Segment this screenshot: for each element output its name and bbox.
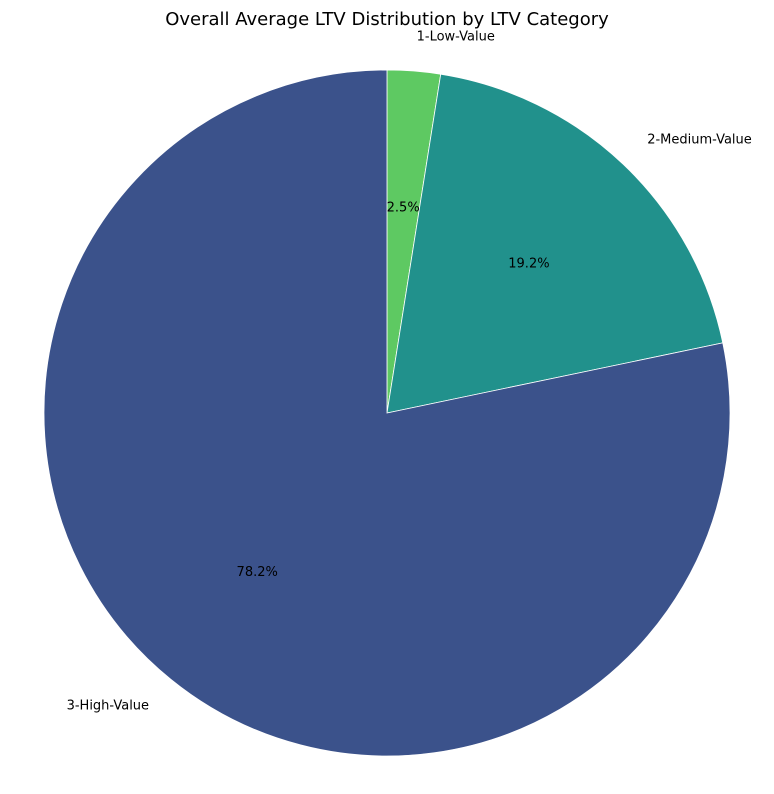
slice-percent-label: 78.2% — [237, 565, 278, 580]
pie-labels: 2.5% 1-Low-Value 19.2% 2-Medium-Value 78.2% 3… — [67, 29, 752, 713]
slice-category-label: 2-Medium-Value — [647, 132, 752, 147]
pie-slice-3 — [43, 69, 731, 757]
slice-percent-label: 19.2% — [508, 256, 549, 271]
chart-title: Overall Average LTV Distribution by LTV … — [165, 9, 609, 30]
pie-slice-2 — [386, 73, 724, 414]
slice-percent-label: 2.5% — [387, 200, 420, 215]
pie-slices — [43, 69, 731, 757]
slice-category-label: 1-Low-Value — [417, 29, 495, 44]
slice-category-label: 3-High-Value — [67, 698, 149, 713]
